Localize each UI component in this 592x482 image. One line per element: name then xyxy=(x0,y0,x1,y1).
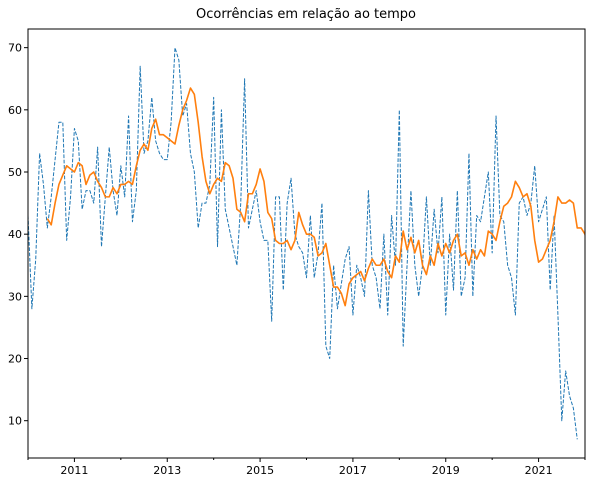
y-tick-label: 50 xyxy=(8,166,22,179)
series-line-dashed xyxy=(28,47,578,440)
plot-frame xyxy=(27,28,586,459)
y-tick-label: 30 xyxy=(8,290,22,303)
series-line-solid xyxy=(46,87,585,307)
y-tick-label: 10 xyxy=(8,415,22,428)
y-tick-label: 70 xyxy=(8,42,22,55)
x-tick-label: 2019 xyxy=(432,464,460,477)
x-tick-label: 2015 xyxy=(246,464,274,477)
x-tick-label: 2021 xyxy=(525,464,553,477)
plot-area xyxy=(28,47,585,440)
chart-title: Ocorrências em relação ao tempo xyxy=(196,7,416,22)
x-tick-label: 2017 xyxy=(339,464,367,477)
y-tick-label: 40 xyxy=(8,228,22,241)
y-tick-label: 60 xyxy=(8,104,22,117)
y-tick-label: 20 xyxy=(8,353,22,366)
x-tick-label: 2011 xyxy=(60,464,88,477)
axes: 10 20 30 40 50 60 70 2011 2013 2015 2017 2019 2021 xyxy=(8,42,586,477)
x-tick-label: 2013 xyxy=(153,464,181,477)
